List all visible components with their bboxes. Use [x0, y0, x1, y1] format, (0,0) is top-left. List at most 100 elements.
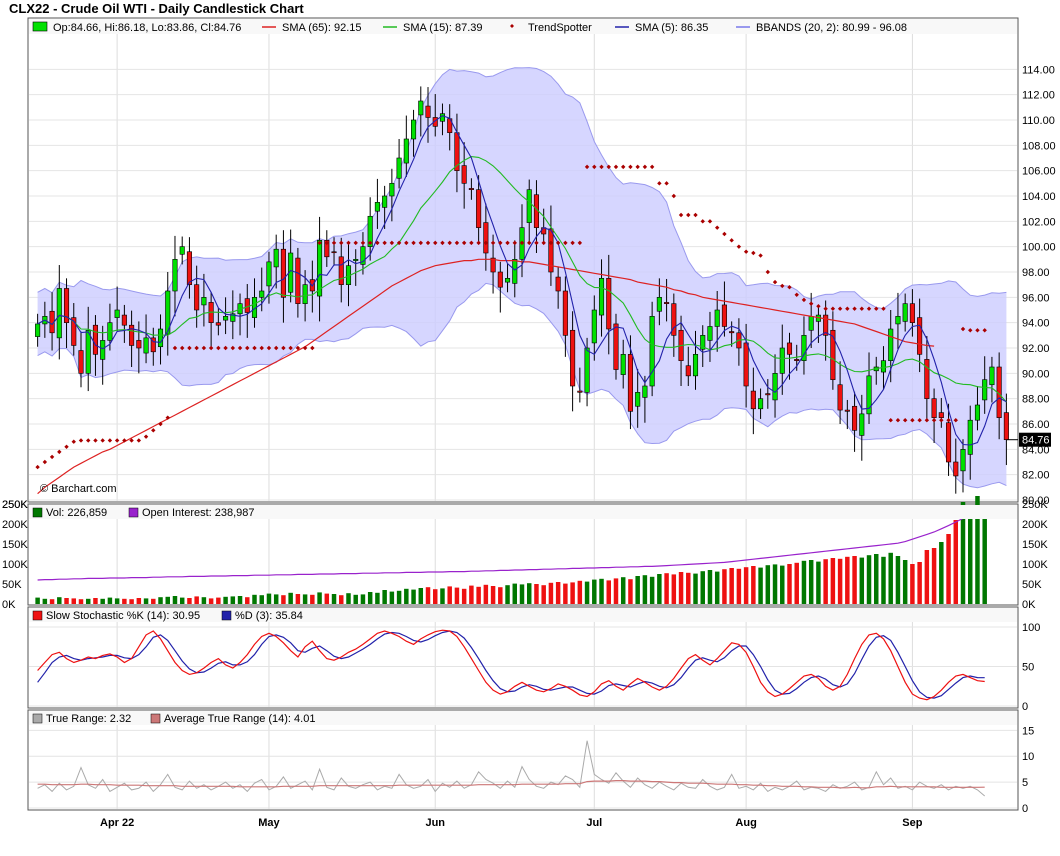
- trendspotter-dot: [273, 345, 279, 351]
- x-tick-label: Apr 22: [100, 817, 134, 829]
- trendspotter-dot: [606, 164, 611, 170]
- volume-bar: [469, 585, 474, 604]
- trendspotter-dot: [100, 438, 105, 443]
- candle: [866, 352, 872, 424]
- trendspotter-dot: [418, 240, 423, 246]
- volume-bar: [404, 588, 409, 604]
- trendspotter-dot: [461, 240, 467, 246]
- candle: [266, 251, 272, 304]
- trendspotter-dot: [859, 306, 864, 311]
- candle-body: [165, 290, 171, 335]
- candle-body: [92, 324, 98, 355]
- candle-body: [280, 248, 286, 298]
- trendspotter-dot: [194, 345, 199, 351]
- last-price-label: 84.76: [1022, 435, 1050, 447]
- candle: [938, 398, 944, 428]
- candle: [223, 297, 229, 335]
- volume-bar: [642, 575, 648, 604]
- legend-stoch-k: Slow Stochastic %K (14): 30.95: [46, 610, 200, 622]
- volume-bar: [42, 598, 48, 604]
- legend-sma65: SMA (65): 92.15: [282, 22, 362, 34]
- trendspotter-swatch: [510, 24, 514, 28]
- trendspotter-dot: [389, 240, 395, 246]
- trendspotter-dot: [946, 418, 951, 423]
- candle: [71, 303, 77, 356]
- trendspotter-dot: [577, 240, 583, 246]
- candle: [512, 240, 518, 298]
- trendspotter-dot: [599, 164, 604, 170]
- candle: [801, 316, 807, 375]
- volume-bar: [519, 584, 525, 604]
- trendspotter-dot: [512, 240, 517, 246]
- vol-swatch: [32, 507, 43, 518]
- trendspotter-dot: [910, 418, 915, 423]
- candle-body: [931, 398, 937, 418]
- trendspotter-dot: [715, 225, 720, 230]
- volume-bar: [902, 560, 908, 604]
- panel-frame-tr: [27, 709, 1019, 811]
- trendspotter-dot: [187, 345, 192, 351]
- price-tick-label: 100.00: [1022, 242, 1056, 254]
- candle: [432, 94, 438, 137]
- last-price-box: [1019, 432, 1051, 447]
- volume-bar: [664, 573, 669, 604]
- candle-body: [880, 360, 887, 373]
- trendspotter-dot: [476, 240, 481, 246]
- volume-bar: [628, 579, 633, 604]
- volume-bar: [158, 597, 163, 604]
- volume-bar: [946, 534, 951, 604]
- price-legend: Op:84.66, Hi:86.18, Lo:83.86, Cl:84.76 SM…: [29, 19, 1017, 34]
- candle-body: [273, 248, 279, 268]
- trendspotter-dot: [172, 345, 178, 351]
- candle-body: [266, 261, 272, 287]
- candle-body: [707, 326, 713, 341]
- candle-body: [71, 317, 77, 346]
- candle-body: [743, 342, 749, 387]
- volume-bar: [707, 570, 713, 604]
- candle: [852, 391, 858, 452]
- trendspotter-dot: [360, 240, 366, 246]
- candle-body: [974, 404, 981, 421]
- trendspotter-dot: [93, 438, 98, 443]
- trendspotter-dot: [259, 345, 264, 351]
- trendspotter-dot: [339, 240, 344, 246]
- volume-bar: [100, 598, 105, 604]
- trendspotter-dot: [729, 238, 734, 243]
- candle-body: [389, 183, 395, 197]
- candle-body: [902, 303, 908, 322]
- candle: [179, 236, 185, 265]
- candle-body: [136, 340, 142, 349]
- candle-body: [909, 303, 915, 323]
- candle-body: [179, 246, 185, 255]
- trendspotter-dot: [136, 438, 142, 443]
- trendspotter-dot: [866, 306, 872, 311]
- volume-bar: [396, 590, 402, 604]
- volume-bar: [845, 556, 850, 604]
- candle: [627, 335, 633, 430]
- candle-body: [671, 303, 677, 336]
- trendspotter-dot: [931, 418, 937, 423]
- volume-bar: [107, 597, 113, 604]
- volume-bar: [418, 588, 424, 604]
- candle-body: [844, 409, 850, 412]
- trendspotter-dot: [498, 240, 503, 246]
- candle: [56, 265, 62, 360]
- trendspotter-dot: [693, 212, 698, 218]
- volume-tick-label: 100K: [1022, 559, 1048, 571]
- candle: [743, 323, 749, 408]
- volume-bar: [512, 583, 518, 604]
- candle-body: [924, 359, 930, 399]
- x-axis-labels: Apr 22 May Jun Jul Aug Sep: [100, 817, 923, 829]
- trendspotter-dot: [975, 328, 980, 333]
- candle-body: [692, 354, 699, 377]
- trendspotter-dot: [78, 438, 84, 443]
- candle: [78, 331, 84, 388]
- volume-bar: [505, 585, 510, 604]
- open-interest-line: [37, 507, 985, 581]
- candle: [671, 293, 677, 357]
- legend-bbands: BBANDS (20, 2): 80.99 - 96.08: [756, 22, 907, 34]
- candle: [598, 259, 605, 337]
- bbands-upper-line: [37, 67, 1007, 310]
- price-tick-label: 114.00: [1022, 64, 1055, 76]
- trendspotter-dot: [924, 418, 930, 423]
